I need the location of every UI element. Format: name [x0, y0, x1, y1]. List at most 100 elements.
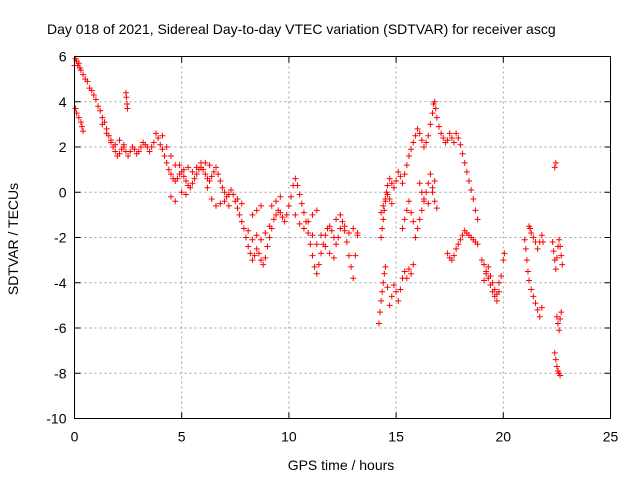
- data-point: [549, 239, 556, 246]
- data-point: [440, 134, 447, 141]
- data-point: [393, 177, 400, 184]
- data-point: [382, 263, 389, 270]
- data-point: [127, 148, 134, 155]
- data-point: [416, 180, 423, 187]
- data-point: [457, 236, 464, 243]
- data-point: [337, 225, 344, 232]
- data-point: [228, 186, 235, 193]
- data-point: [112, 141, 119, 148]
- data-point: [425, 180, 432, 187]
- data-point: [292, 175, 299, 182]
- data-point: [337, 211, 344, 218]
- data-point: [206, 177, 213, 184]
- data-point: [538, 232, 545, 239]
- data-point: [185, 164, 192, 171]
- data-point: [416, 130, 423, 137]
- y-tick-label: 4: [59, 94, 67, 110]
- data-point: [273, 211, 280, 218]
- data-point: [348, 263, 355, 270]
- data-point: [172, 198, 179, 205]
- data-point: [80, 128, 87, 135]
- data-point: [268, 202, 275, 209]
- data-point: [450, 139, 457, 146]
- data-point: [524, 268, 531, 275]
- data-point: [159, 132, 166, 139]
- data-point: [90, 91, 97, 98]
- data-point: [433, 114, 440, 121]
- data-points: [71, 55, 566, 379]
- data-point: [423, 139, 430, 146]
- data-point: [498, 272, 505, 279]
- data-point: [448, 257, 455, 264]
- data-point: [420, 196, 427, 203]
- data-point: [167, 171, 174, 178]
- data-point: [487, 272, 494, 279]
- data-point: [230, 191, 237, 198]
- data-point: [539, 239, 546, 246]
- data-point: [116, 137, 123, 144]
- data-point: [388, 293, 395, 300]
- data-point: [380, 279, 387, 286]
- data-point: [538, 304, 545, 311]
- data-point: [418, 189, 425, 196]
- data-point: [191, 175, 198, 182]
- data-point: [552, 159, 559, 166]
- data-point: [123, 94, 130, 101]
- data-point: [553, 363, 560, 370]
- data-point: [163, 144, 170, 150]
- data-point: [258, 236, 265, 243]
- data-point: [408, 146, 415, 153]
- data-point: [405, 266, 412, 273]
- data-point: [354, 232, 361, 239]
- data-point: [474, 216, 481, 223]
- data-point: [307, 241, 314, 248]
- data-point: [431, 98, 438, 105]
- data-point: [253, 232, 260, 239]
- data-point: [167, 153, 174, 160]
- data-point: [157, 141, 164, 148]
- data-point: [313, 207, 320, 214]
- data-point: [457, 141, 464, 148]
- data-point: [427, 121, 434, 128]
- data-point: [345, 229, 352, 236]
- data-point: [206, 162, 213, 169]
- data-point: [405, 153, 412, 160]
- data-point: [137, 144, 144, 150]
- data-point: [493, 297, 500, 304]
- data-point: [258, 202, 265, 209]
- data-point: [410, 261, 417, 268]
- data-point: [221, 198, 228, 205]
- data-point: [202, 171, 209, 178]
- data-point: [99, 114, 106, 121]
- data-point: [95, 103, 102, 110]
- data-point: [429, 189, 436, 196]
- y-axis-label: SDTVAR / TECUs: [5, 183, 21, 295]
- data-point: [375, 320, 382, 327]
- data-point: [213, 202, 220, 209]
- data-point: [234, 196, 241, 203]
- data-point: [521, 236, 528, 243]
- data-point: [262, 229, 269, 236]
- data-point: [552, 356, 559, 363]
- data-point: [264, 243, 271, 250]
- data-point: [148, 144, 155, 150]
- data-point: [481, 277, 488, 284]
- data-point: [343, 239, 350, 246]
- data-point: [189, 180, 196, 187]
- data-point: [435, 123, 442, 130]
- data-point: [309, 211, 316, 218]
- data-point: [285, 202, 292, 209]
- data-point: [155, 134, 162, 141]
- data-point: [247, 250, 254, 257]
- data-point: [459, 232, 466, 239]
- data-point: [225, 202, 232, 209]
- data-point: [501, 250, 508, 257]
- data-point: [412, 132, 419, 139]
- data-point: [468, 186, 475, 193]
- data-point: [238, 200, 245, 207]
- data-point: [534, 245, 541, 252]
- data-point: [328, 227, 335, 234]
- data-point: [523, 257, 530, 264]
- data-point: [249, 236, 256, 243]
- data-point: [427, 171, 434, 178]
